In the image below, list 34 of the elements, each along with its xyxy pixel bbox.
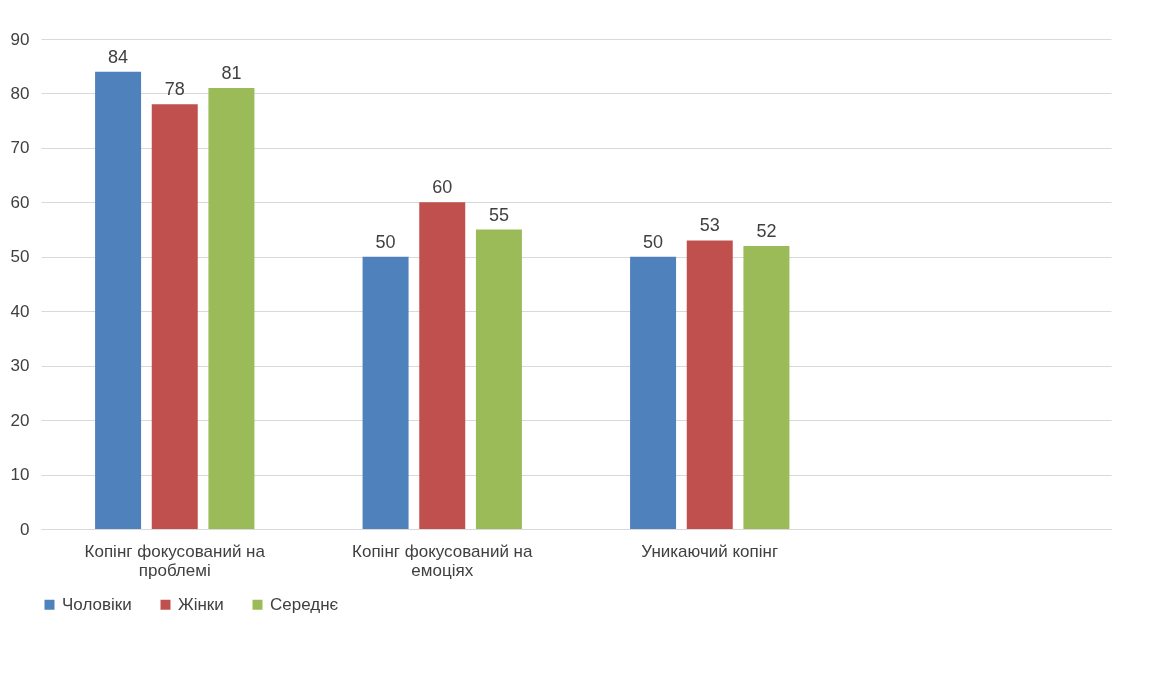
data-label: 55 — [488, 204, 509, 225]
y-tick-label: 90 — [10, 29, 30, 49]
y-tick-label: 10 — [10, 465, 30, 485]
data-label: 53 — [699, 215, 720, 236]
y-tick-label: 20 — [10, 410, 30, 430]
y-tick-label: 0 — [20, 519, 30, 539]
data-label: 50 — [375, 231, 396, 252]
x-tick-label: Копінг фокусований на емоціях — [352, 541, 533, 580]
data-label: 81 — [221, 63, 242, 83]
bar — [686, 240, 733, 529]
bar — [95, 71, 142, 529]
x-tick-label: Копінг фокусований на проблемі — [84, 541, 266, 580]
y-tick-label: 80 — [10, 83, 30, 103]
y-tick-label: 50 — [10, 247, 30, 267]
y-tick-label: 70 — [10, 138, 30, 158]
data-label: 78 — [164, 79, 185, 100]
bar — [208, 88, 255, 529]
bar — [475, 229, 522, 529]
legend-label: Чоловіки — [62, 594, 132, 614]
legend-label: Середнє — [270, 594, 339, 614]
bar — [419, 202, 466, 529]
data-label: 60 — [432, 177, 453, 198]
bar — [362, 256, 409, 529]
data-label: 52 — [756, 220, 777, 241]
bar — [151, 104, 198, 529]
legend-label: Жінки — [178, 594, 224, 614]
x-tick-label: Уникаючий копінг — [641, 541, 779, 561]
y-tick-label: 60 — [10, 192, 30, 212]
y-tick-label: 40 — [10, 301, 30, 321]
data-label: 84 — [108, 46, 129, 67]
y-tick-label: 30 — [10, 356, 30, 376]
bar — [743, 245, 790, 529]
bar — [630, 256, 677, 529]
data-label: 50 — [643, 231, 664, 252]
